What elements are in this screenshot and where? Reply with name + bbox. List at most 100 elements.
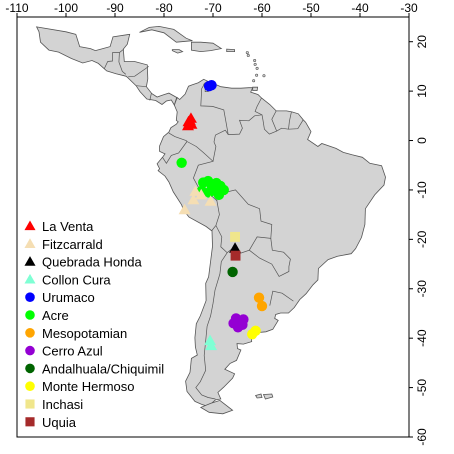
- site-marker-fitzcarrald: [204, 195, 217, 206]
- legend-symbol-uquia: [25, 417, 35, 427]
- site-marker-acre: [213, 189, 225, 201]
- x-tick-label: -30: [400, 1, 418, 15]
- legend-label-monte-hermoso: Monte Hermoso: [42, 379, 134, 394]
- site-marker-fitzcarrald: [187, 193, 200, 205]
- legend-symbol-mesopotamian: [25, 328, 35, 338]
- site-marker-mesopotamian: [256, 300, 268, 312]
- country-border: [269, 290, 294, 306]
- site-markers: [176, 79, 268, 351]
- site-marker-inchasi: [230, 231, 240, 242]
- x-tick-label: -50: [302, 1, 320, 15]
- site-marker-la-venta: [182, 115, 195, 127]
- hispaniola-island: [191, 41, 223, 53]
- jamaica-island: [171, 49, 184, 54]
- country-border: [200, 82, 229, 135]
- country-border: [136, 85, 147, 88]
- country-border: [149, 93, 152, 101]
- caribbean-islet: [253, 62, 257, 66]
- site-marker-collon-cura: [204, 334, 217, 346]
- site-marker-cerro-azul: [238, 314, 249, 325]
- tierra-del-fuego-island: [199, 399, 234, 415]
- legend-label-acre: Acre: [42, 308, 69, 323]
- x-tick-label: -70: [204, 1, 222, 15]
- site-marker-urumaco: [203, 80, 215, 92]
- country-border: [103, 52, 120, 70]
- legend-symbol-cerro-azul: [25, 345, 35, 356]
- country-border: [118, 48, 125, 63]
- y-tick-label: -60: [415, 428, 429, 446]
- falkland-island-east: [262, 393, 274, 400]
- x-tick-label: -40: [351, 1, 369, 15]
- site-marker-acre: [176, 157, 187, 168]
- y-tick-label: -10: [415, 181, 429, 199]
- x-tick-label: -60: [253, 1, 271, 15]
- site-marker-fitzcarrald: [189, 185, 202, 196]
- country-border: [162, 141, 188, 164]
- caribbean-islet: [262, 74, 266, 78]
- legend-label-urumaco: Urumaco: [42, 290, 95, 305]
- caribbean-islet: [246, 54, 250, 58]
- legend-label-mesopotamian: Mesopotamian: [42, 326, 127, 341]
- caribbean-islet: [252, 79, 256, 83]
- x-tick-label: -80: [155, 1, 173, 15]
- legend-label-cerro-azul: Cerro Azul: [42, 344, 103, 359]
- legend-label-quebrada-honda: Quebrada Honda: [42, 255, 143, 270]
- legend-symbol-quebrada-honda: [24, 256, 36, 266]
- country-border: [249, 238, 291, 277]
- legend-label-andalhuala-chiquimil: Andalhuala/Chiquimil: [42, 361, 164, 376]
- y-tick-label: 10: [415, 84, 429, 98]
- legend-symbol-collon-cura: [24, 273, 36, 284]
- y-axis-right: 20 10 0 -10 -20 -30 -40 -50 -60: [409, 35, 429, 446]
- legend-symbol-andalhuala-chiquimil: [25, 363, 35, 374]
- legend-symbol-inchasi: [25, 399, 35, 409]
- site-marker-uquia: [230, 250, 241, 261]
- legend-symbol-fitzcarrald: [24, 238, 36, 248]
- country-border: [288, 111, 292, 130]
- cuba-island: [139, 25, 193, 43]
- caribbean-islet: [245, 51, 249, 55]
- site-marker-cerro-azul: [232, 322, 244, 333]
- country-border: [128, 66, 150, 78]
- country-border: [118, 61, 127, 75]
- legend-label-fitzcarrald: Fitzcarrald: [42, 237, 103, 252]
- country-border: [195, 252, 228, 400]
- legend-symbol-monte-hermoso: [25, 381, 35, 392]
- caribbean-islet: [255, 73, 259, 77]
- site-marker-andalhuala-chiquimil: [227, 266, 238, 278]
- legend-label-uquia: Uquia: [42, 415, 77, 430]
- x-tick-label: -90: [106, 1, 124, 15]
- central-america-landmass: [35, 26, 178, 106]
- site-marker-mesopotamian: [253, 292, 265, 303]
- caribbean-islet: [255, 66, 259, 70]
- country-border: [168, 132, 188, 142]
- x-tick-label: -100: [54, 1, 78, 15]
- legend-symbol-urumaco: [25, 292, 35, 303]
- legend-label-inchasi: Inchasi: [42, 397, 83, 412]
- legend-symbol-la-venta: [24, 220, 36, 231]
- x-axis-top: -110 -100 -90 -80 -70 -60 -50 -40 -30: [5, 1, 418, 17]
- country-border: [271, 110, 278, 132]
- site-marker-collon-cura: [205, 339, 218, 351]
- country-border: [215, 189, 273, 254]
- legend-label-la-venta: La Venta: [42, 219, 94, 234]
- trinidad-island: [252, 86, 259, 91]
- puerto-rico-island: [226, 48, 235, 52]
- site-marker-fitzcarrald: [178, 203, 191, 215]
- y-tick-label: 0: [415, 137, 429, 144]
- y-tick-label: 20: [415, 35, 429, 49]
- legend: La Venta Fitzcarrald Quebrada Honda Collon …: [24, 219, 164, 430]
- legend-symbol-acre: [25, 310, 35, 320]
- site-marker-fitzcarrald: [195, 188, 208, 200]
- country-border: [254, 97, 304, 135]
- falkland-island-west: [254, 393, 263, 399]
- country-border: [186, 141, 220, 232]
- legend-label-collon-cura: Collon Cura: [42, 272, 111, 287]
- country-border: [228, 114, 263, 135]
- site-marker-quebrada-honda: [229, 242, 242, 253]
- site-marker-monte-hermoso: [247, 329, 258, 340]
- x-tick-label: -110: [5, 1, 28, 15]
- y-tick-label: -20: [415, 230, 429, 248]
- y-tick-label: -40: [415, 329, 429, 347]
- country-border: [212, 129, 229, 162]
